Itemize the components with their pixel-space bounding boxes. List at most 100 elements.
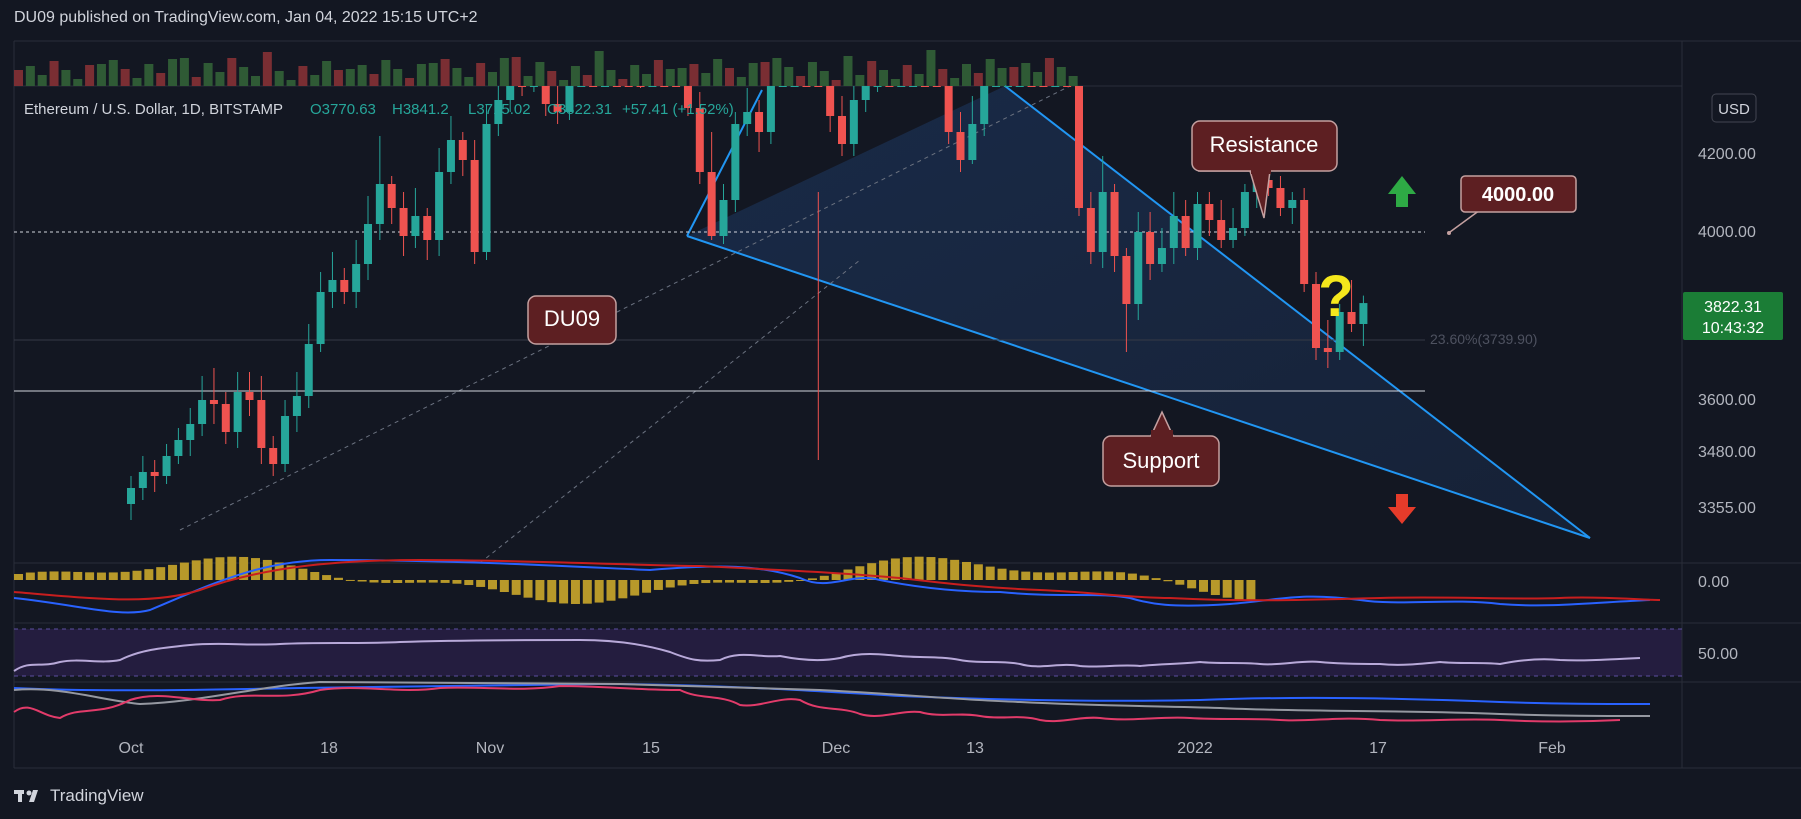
candle-body [138,472,147,488]
candle-body [127,488,135,504]
macd-bar [37,571,47,580]
volume-bar [570,66,580,86]
macd-bar [511,580,521,595]
target-price-callout[interactable]: 4000.00 [1447,175,1577,235]
volume-bar [926,50,936,86]
candle-body [1181,216,1190,248]
candle-body [814,86,823,87]
volume-bar [452,68,462,86]
wedge-support-line [686,235,1591,539]
volume-bar [1068,76,1078,86]
macd-bar [950,559,960,580]
candle-body [352,264,361,292]
candle-body [826,86,835,116]
candle-body [897,86,906,87]
volume-bar [464,77,474,86]
volume-bar [606,70,616,86]
volume-bar [523,76,533,86]
candle-body [292,396,301,416]
macd-bar [867,563,877,580]
macd-bar [973,564,983,580]
volume-bar [144,64,154,86]
candle-body [980,86,989,124]
candle-body [1075,86,1083,208]
candle-body [364,224,372,264]
macd-bar [713,580,723,583]
macd-bar [665,580,675,588]
dashed-trend-line-1 [179,85,1071,531]
candle-body [577,86,586,87]
candle-body [150,472,159,476]
volume-bar [997,68,1007,86]
volume-bar [879,70,889,86]
candle-body [245,392,254,400]
candle-body [506,86,515,100]
volume-bar [950,78,960,86]
macd-bar [1127,573,1137,580]
macd-bar [1151,578,1161,580]
legend-open: O3770.63 [310,101,376,118]
indicator-blue-line [13,682,1651,705]
support-callout[interactable]: Support [1102,410,1220,487]
candle-body [387,184,396,208]
currency-button[interactable]: USD [1711,93,1757,123]
candle-body [790,86,799,87]
candle-body [1276,188,1285,208]
candle-body [518,86,527,87]
candle-body [541,86,550,104]
volume-bar [132,78,142,86]
volume-bar [37,75,47,86]
volume-bar [156,73,166,86]
candle-body [1086,208,1095,252]
volume-bar [85,65,95,86]
question-mark-icon: ? [1318,264,1353,329]
volume-bar [322,61,332,86]
price-tick: 4000.00 [1698,224,1756,241]
macd-bar [1092,571,1102,580]
price-tick: 4200.00 [1698,146,1756,163]
volume-bar [357,65,367,86]
volume-bar [73,79,83,86]
volume-bar [499,58,509,86]
volume-bar [298,66,308,86]
candle-body [1359,303,1368,324]
candle-body [494,100,503,124]
time-tick: 15 [642,740,660,757]
candle-body [932,86,941,87]
macd-bar [298,568,308,580]
candle-body [1312,284,1320,348]
legend-low: L3715.02 [468,101,531,118]
macd-bar [1068,572,1078,580]
volume-bar [179,58,189,86]
fib-label: 23.60%(3739.90) [1430,331,1537,347]
candle-body [755,112,764,132]
candle-body [719,200,728,236]
volume-bar [1044,58,1054,86]
author-callout[interactable]: DU09 [527,295,617,345]
candle-body [1051,86,1060,87]
candle-body [174,440,183,456]
macd-bar [262,559,272,580]
macd-bar [1104,571,1114,580]
volume-bar [1033,72,1043,86]
volume-bar [689,64,699,86]
macd-bar [701,580,711,584]
candle-body [766,86,775,132]
candle-body [731,124,740,200]
volume-bar [796,76,806,86]
volume-bar [61,70,71,86]
candle-body [281,416,290,464]
macd-bar [464,580,474,586]
candle-body [601,86,609,87]
macd-bar [310,571,320,580]
candle-body [565,86,574,112]
tradingview-footer[interactable]: TradingView [14,786,144,806]
volume-bar [701,73,711,86]
resistance-callout[interactable]: Resistance [1191,120,1338,219]
volume-bar [168,59,178,86]
volume-bar [772,58,782,86]
volume-bar [582,75,592,86]
macd-bar [559,580,569,604]
macd-bar [333,577,343,580]
